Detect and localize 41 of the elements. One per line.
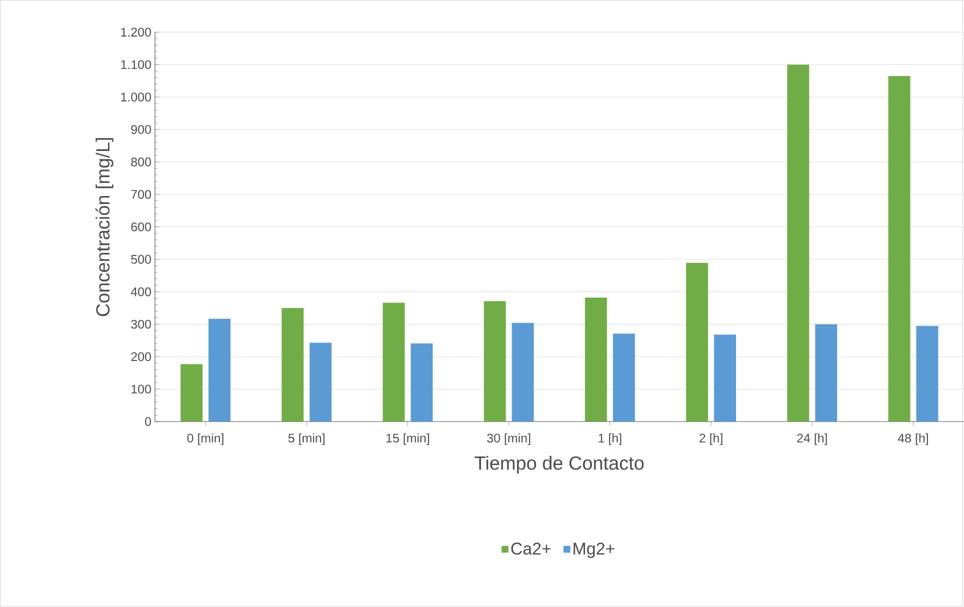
y-tick-label: 1.200 xyxy=(121,28,151,37)
y-tick-label: 700 xyxy=(131,190,151,200)
bar xyxy=(484,301,506,422)
y-tick-label: 200 xyxy=(131,352,151,362)
x-tick-label: 48 [h] xyxy=(898,434,928,446)
legend-label: Mg2+ xyxy=(574,542,614,558)
x-tick-label: 0 [min] xyxy=(187,434,224,446)
bar xyxy=(382,303,405,422)
bar xyxy=(512,323,534,422)
bar xyxy=(888,76,910,422)
legend-label: Ca2+ xyxy=(511,542,551,555)
bar xyxy=(410,344,433,422)
y-tick-label: 800 xyxy=(131,158,151,167)
x-tick-label: 24 [h] xyxy=(797,434,827,446)
x-tick-label: 15 [min] xyxy=(386,434,430,446)
bar xyxy=(584,298,607,422)
y-tick-label: 900 xyxy=(131,125,151,134)
x-tick-label: 5 [min] xyxy=(288,434,324,446)
bar xyxy=(612,334,635,422)
x-tick-label: 2 [h] xyxy=(700,434,722,446)
x-tick-label: 30 [min] xyxy=(487,434,530,446)
bar xyxy=(180,364,203,422)
bar xyxy=(686,263,708,422)
bar xyxy=(310,342,332,422)
y-tick-label: 100 xyxy=(132,384,151,394)
y-tick-label: 300 xyxy=(131,320,151,329)
x-tick-label: 1 [h] xyxy=(598,434,622,446)
y-axis-title: Concentración [mg/L] xyxy=(95,138,114,316)
bar xyxy=(208,318,230,422)
y-tick-label: 1.000 xyxy=(121,92,151,102)
bar xyxy=(282,308,304,422)
y-tick-label: 1.100 xyxy=(121,60,151,70)
bar xyxy=(714,334,736,422)
bar xyxy=(787,64,810,422)
y-tick-label: 400 xyxy=(130,288,151,296)
bar xyxy=(815,324,838,422)
y-tick-label: 600 xyxy=(131,222,151,232)
x-axis-title: Tiempo de Contacto xyxy=(474,456,644,474)
bar xyxy=(916,326,938,422)
y-tick-label: 500 xyxy=(131,255,151,264)
y-tick-label: 0 xyxy=(144,417,151,426)
